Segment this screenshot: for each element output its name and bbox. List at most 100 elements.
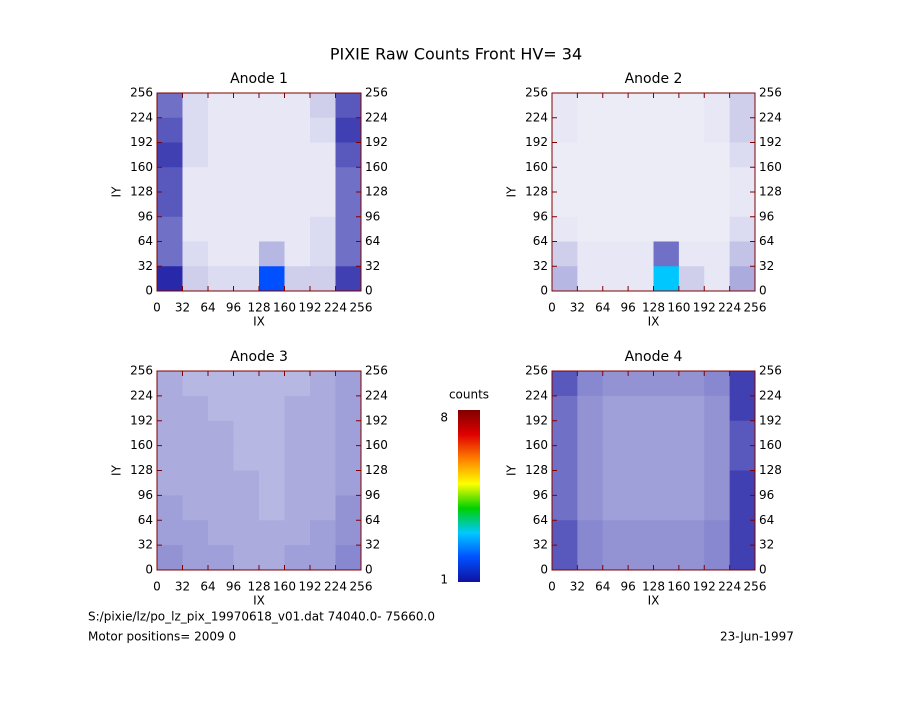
x-tick-label: 0 [548,301,556,315]
heat-cell [678,93,705,119]
heat-cell [653,266,680,292]
y-tick-label-right: 0 [365,284,373,298]
heat-cell [310,142,336,168]
y-tick-label-right: 224 [365,388,388,402]
x-tick-label: 160 [667,580,690,594]
heat-cell [704,495,731,521]
x-tick-label: 64 [595,580,610,594]
heat-cell [729,395,756,422]
heat-cell [628,420,654,447]
y-tick-label-right: 160 [365,160,388,174]
heat-cell [729,420,756,447]
heat-cell [602,445,629,471]
heat-cell [577,266,604,292]
x-tick-label: 64 [200,580,215,594]
x-tick-label: 192 [693,580,716,594]
y-tick-label: 192 [525,135,548,149]
x-tick-label: 256 [350,580,373,594]
heat-cell [335,117,362,143]
heat-cell [259,266,285,292]
heat-cell [577,93,604,119]
y-tick-label-right: 224 [759,388,782,402]
heat-cell [284,520,311,546]
heat-cell [208,216,234,242]
heat-cell [729,495,756,521]
y-tick-label-right: 0 [759,563,767,577]
x-tick-label: 96 [620,301,635,315]
heat-cell [259,445,285,471]
y-tick-label: 96 [533,488,548,502]
y-tick-label: 64 [138,234,153,248]
x-tick-label: 64 [200,301,215,315]
heat-cell [284,93,311,119]
heat-cell [577,167,604,193]
heat-cell [577,192,604,218]
heat-cell [628,495,654,521]
heat-cell [577,545,604,571]
heat-cell [577,520,604,546]
heat-cell [284,192,311,218]
heat-cell [653,192,680,218]
x-tick-label: 128 [248,580,271,594]
heat-cell [284,371,311,397]
heat-cell [310,495,336,521]
heat-cell [577,420,604,447]
x-tick-label: 128 [642,580,665,594]
heat-cell [602,420,629,447]
heat-cell [704,93,731,119]
heat-cell [678,470,705,496]
heat-cell [157,216,183,242]
heat-cell [284,241,311,267]
heat-cell [628,167,654,193]
heat-cell [335,470,362,496]
y-tick-label-right: 64 [759,234,774,248]
heat-cell [335,167,362,193]
heat-cell [602,371,629,397]
heat-cell [284,395,311,422]
heat-cell [653,445,680,471]
x-tick-label: 224 [718,580,741,594]
heat-cell [310,167,336,193]
heat-cell [208,93,234,119]
heat-cell [552,192,578,218]
heat-cell [577,117,604,143]
heat-cell [602,117,629,143]
heat-cell [233,395,260,422]
y-tick-label-right: 128 [759,463,782,477]
heat-cell [628,192,654,218]
y-axis-label: IY [505,186,519,198]
heat-cell [704,470,731,496]
heat-cell [653,420,680,447]
y-tick-label: 224 [130,110,153,124]
y-tick-label-right: 64 [365,234,380,248]
y-tick-label-right: 256 [365,86,388,100]
y-tick-label: 96 [533,209,548,223]
heat-cell [310,192,336,218]
heat-cell [678,545,705,571]
heat-cell [208,420,234,447]
heat-cell [628,470,654,496]
heat-cell [284,470,311,496]
y-tick-label: 0 [540,563,548,577]
heat-cell [335,266,362,292]
heat-cell [653,167,680,193]
heat-cell [729,266,756,292]
y-tick-label: 256 [130,86,153,100]
heat-cell [310,470,336,496]
heat-cell [335,545,362,571]
heat-cell [335,520,362,546]
heat-cell [157,395,183,422]
heat-cell [157,420,183,447]
heat-cell [729,117,756,143]
heat-cell [678,216,705,242]
heat-cell [233,117,260,143]
heat-cell [704,117,731,143]
y-tick-label: 160 [130,438,153,452]
heat-cell [182,520,209,546]
heat-cell [552,470,578,496]
heat-cell [259,167,285,193]
heat-cell [310,420,336,447]
x-axis-label: IX [253,594,265,608]
heat-cell [678,520,705,546]
heat-cell [729,167,756,193]
